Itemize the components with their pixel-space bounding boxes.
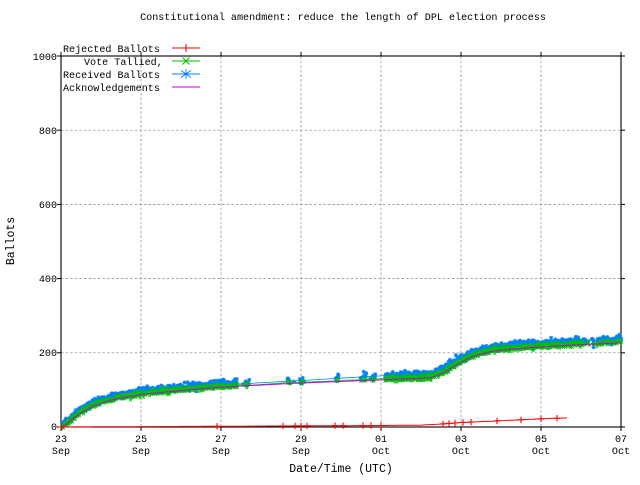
svg-text:Received Ballots: Received Ballots bbox=[63, 70, 160, 82]
svg-text:Ballots: Ballots bbox=[5, 217, 18, 265]
svg-text:Constitutional amendment: redu: Constitutional amendment: reduce the len… bbox=[140, 12, 546, 24]
svg-text:25: 25 bbox=[135, 435, 147, 446]
svg-text:200: 200 bbox=[39, 349, 57, 360]
svg-text:800: 800 bbox=[39, 127, 57, 138]
svg-text:Acknowledgements: Acknowledgements bbox=[63, 83, 160, 95]
svg-text:27: 27 bbox=[215, 435, 227, 446]
svg-text:01: 01 bbox=[375, 435, 387, 446]
svg-text:0: 0 bbox=[51, 423, 57, 434]
svg-text:05: 05 bbox=[535, 435, 547, 446]
svg-text:Vote Tallied,: Vote Tallied, bbox=[84, 57, 163, 69]
svg-text:Oct: Oct bbox=[452, 447, 470, 458]
svg-text:Oct: Oct bbox=[372, 447, 390, 458]
svg-text:Rejected Ballots: Rejected Ballots bbox=[63, 44, 160, 56]
svg-text:Oct: Oct bbox=[612, 447, 630, 458]
svg-text:Sep: Sep bbox=[52, 447, 70, 458]
svg-text:Date/Time (UTC): Date/Time (UTC) bbox=[289, 463, 393, 476]
svg-text:29: 29 bbox=[295, 435, 307, 446]
svg-text:600: 600 bbox=[39, 201, 57, 212]
svg-text:Oct: Oct bbox=[532, 447, 550, 458]
svg-text:03: 03 bbox=[455, 435, 467, 446]
svg-text:Sep: Sep bbox=[132, 447, 150, 458]
svg-text:1000: 1000 bbox=[33, 53, 57, 64]
svg-text:Sep: Sep bbox=[212, 447, 230, 458]
svg-text:400: 400 bbox=[39, 275, 57, 286]
svg-text:Sep: Sep bbox=[292, 447, 310, 458]
svg-text:23: 23 bbox=[55, 435, 67, 446]
svg-text:07: 07 bbox=[615, 435, 627, 446]
